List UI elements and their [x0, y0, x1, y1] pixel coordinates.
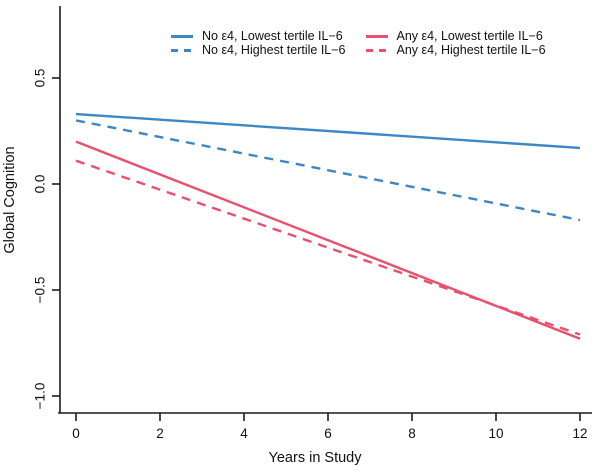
x-tick-label: 4 [240, 426, 248, 441]
series-line-0 [75, 112, 581, 150]
legend-entry-any-e4-highest: Any ε4, Highest tertile IL−6 [365, 43, 546, 57]
legend-label-any-e4-highest: Any ε4, Highest tertile IL−6 [396, 43, 546, 57]
legend-swatch-any-e4-highest-icon [365, 49, 388, 52]
x-tick-label: 12 [572, 426, 587, 441]
y-tick-label: 0.5 [33, 69, 48, 88]
x-axis-title: Years in Study [269, 450, 363, 466]
y-tick-label: 0.0 [33, 175, 48, 194]
x-tick-label: 8 [408, 426, 416, 441]
legend-entry-any-e4-lowest: Any ε4, Lowest tertile IL−6 [365, 29, 546, 43]
y-tick-label: −0.5 [33, 277, 48, 304]
legend-swatch-any-e4-lowest-icon [365, 35, 388, 38]
x-tick-label: 10 [488, 426, 503, 441]
series-line-1 [75, 119, 581, 222]
legend-swatch-no-e4-highest-icon [171, 49, 193, 52]
legend-label-no-e4-highest: No ε4, Highest tertile IL−6 [202, 43, 346, 57]
series-line-3 [75, 159, 581, 336]
x-tick-label: 6 [324, 426, 332, 441]
legend-entry-no-e4-highest: No ε4, Highest tertile IL−6 [171, 44, 346, 57]
legend-label-any-e4-lowest: Any ε4, Lowest tertile IL−6 [396, 29, 543, 43]
x-tick-label: 0 [72, 426, 80, 441]
legend-label-no-e4-lowest: No ε4, Lowest tertile IL−6 [202, 29, 343, 43]
legend-entry-no-e4-lowest: No ε4, Lowest tertile IL−6 [171, 30, 346, 43]
x-tick-label: 2 [156, 426, 164, 441]
y-axis-title: Global Cognition [2, 146, 18, 253]
legend: No ε4, Lowest tertile IL−6 Any ε4, Lowes… [171, 30, 546, 57]
legend-swatch-no-e4-lowest-icon [171, 35, 193, 38]
series-line-2 [75, 140, 581, 340]
y-tick-label: −1.0 [33, 383, 48, 410]
